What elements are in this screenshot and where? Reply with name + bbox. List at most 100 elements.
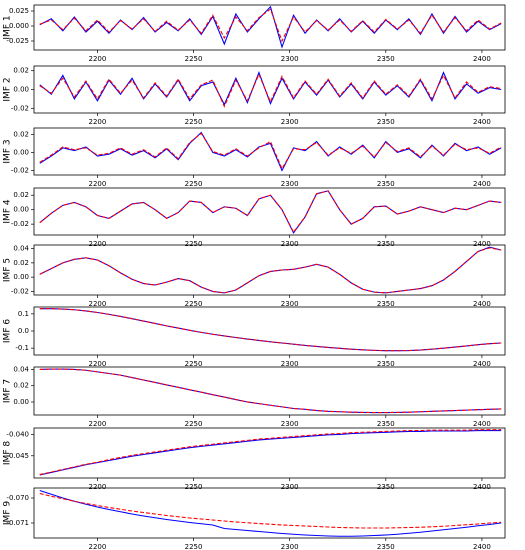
x-tick-label: 2250 [185,300,203,308]
y-tick-label: -0.025 [6,37,29,45]
x-tick-label: 2400 [473,420,491,428]
x-tick-label: 2300 [281,420,299,428]
series-line [39,190,502,234]
series-line [39,131,502,172]
y-tick-label: -0.02 [11,166,29,174]
x-tick-label: 2350 [377,180,395,188]
x-tick-label: 2400 [473,180,491,188]
series-line [39,489,502,537]
x-tick-label: 2350 [377,483,395,491]
y-tick-label: 0.0 [18,327,29,335]
y-tick-label: 0.00 [13,273,29,281]
y-tick-label: 0.00 [13,148,29,156]
x-tick-label: 2200 [89,360,107,368]
x-tick-label: 2350 [377,55,395,63]
x-tick-label: 2200 [89,483,107,491]
plot-frame [33,306,506,356]
y-axis-label: IMF 3 [3,139,13,163]
y-tick-label: -0.02 [11,220,29,228]
lines [39,5,502,49]
series-line [39,246,502,294]
x-tick-label: 2200 [89,180,107,188]
x-tick-label: 2300 [281,483,299,491]
x-tick-label: 2200 [89,543,107,550]
subplot: 2200 2250 2300 2350 2400 0.04 0.02 0.00 -0.02 IMF… [3,245,506,308]
x-tick-label: 2300 [281,55,299,63]
x-tick-label: 2250 [185,543,203,550]
x-tick-label: 2350 [377,543,395,550]
subplot: 2200 2250 2300 2350 2400 0.025 0.000 -0.025IMF … [3,4,506,63]
y-axis-label: IMF 6 [3,319,13,343]
plot-frame [33,487,506,539]
lines [39,71,502,108]
x-tick-label: 2300 [281,300,299,308]
y-tick-label: 0.00 [13,206,29,214]
x-tick-label: 2400 [473,360,491,368]
x-tick-label: 2350 [377,240,395,248]
x-tick-label: 2200 [89,420,107,428]
series-line [39,308,502,352]
plot-frame [33,244,506,296]
y-tick-label: 0.00 [13,398,29,406]
x-tick-label: 2250 [185,360,203,368]
x-tick-label: 2350 [377,300,395,308]
y-axis-label: IMF 7 [3,379,13,403]
series-line [39,368,502,414]
series-line [39,308,502,352]
x-tick-label: 2200 [89,300,107,308]
subplot: 2200 2250 2300 2350 2400 0.02 0.00 -0.02 IMF 2 [3,65,506,126]
plot-frame [33,65,506,114]
series-line [39,368,502,414]
y-tick-label: -0.045 [6,452,29,460]
x-tick-label: 2400 [473,483,491,491]
y-tick-label: 0.1 [18,310,29,318]
x-tick-label: 2400 [473,300,491,308]
subplot: 2200 2250 2300 2350 2400 0.02 0.00 -0.02 IMF 3 [3,127,506,188]
y-tick-label: 0.02 [13,67,29,75]
lines [39,368,502,414]
series-line [39,8,502,43]
x-tick-label: 2400 [473,55,491,63]
y-axis-label: IMF 9 [3,501,13,525]
series-line [39,71,502,106]
plot-frame [33,427,506,479]
series-line [39,5,502,49]
plot-frame [33,127,506,176]
series-line [39,132,502,170]
x-tick-label: 2300 [281,240,299,248]
series-line [39,492,502,529]
y-axis-label: IMF 5 [3,258,13,282]
lines [39,308,502,352]
x-tick-label: 2200 [89,240,107,248]
y-tick-label: 0.00 [13,86,29,94]
y-tick-label: -0.1 [15,344,29,352]
y-tick-label: 0.02 [13,130,29,138]
x-tick-label: 2250 [185,240,203,248]
x-tick-label: 2300 [281,118,299,126]
x-tick-label: 2300 [281,360,299,368]
series-line [39,247,502,294]
y-axis-label: IMF 8 [3,441,13,465]
y-tick-label: -0.02 [11,287,29,295]
x-tick-label: 2400 [473,240,491,248]
y-tick-label: 0.04 [13,365,29,373]
x-tick-label: 2300 [281,180,299,188]
plot-frame [33,187,506,236]
y-axis-label: IMF 1 [3,15,13,39]
y-tick-label: 0.02 [13,191,29,199]
x-tick-label: 2400 [473,543,491,550]
y-tick-label: 0.04 [13,245,29,253]
x-tick-label: 2250 [185,483,203,491]
x-tick-label: 2250 [185,118,203,126]
x-tick-label: 2350 [377,420,395,428]
y-tick-label: -0.070 [6,494,29,502]
y-tick-label: 0.02 [13,382,29,390]
x-tick-label: 2250 [185,55,203,63]
series-line [39,190,502,234]
y-tick-label: -0.040 [6,430,29,438]
series-line [39,430,502,476]
y-tick-label: -0.071 [6,519,29,527]
